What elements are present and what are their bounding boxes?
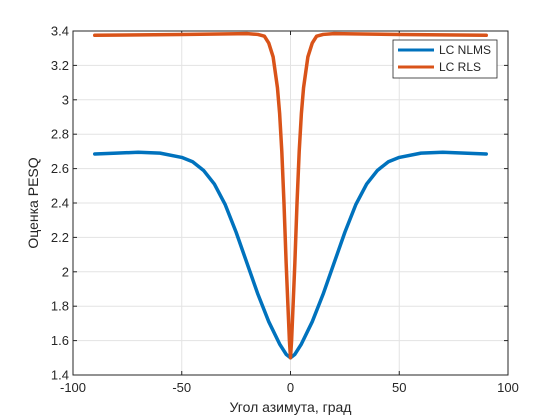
- y-tick-label: 2.8: [51, 127, 69, 142]
- axis-ticks: -100 -50 0 50 100 1.4 1.6 1.8 2 2.2 2.4 2.6 2.8 3 3.2 3…: [51, 24, 519, 396]
- y-tick-label: 2: [62, 264, 69, 279]
- x-tick-label: 0: [287, 380, 294, 395]
- y-tick-label: 1.4: [51, 368, 69, 383]
- grid: [72, 30, 509, 376]
- y-tick-label: 3.2: [51, 58, 69, 73]
- x-axis-label: Угол азимута, град: [230, 399, 352, 415]
- y-tick-label: 2.4: [51, 196, 69, 211]
- y-tick-label: 1.6: [51, 333, 69, 348]
- plot-area-border: [72, 30, 509, 376]
- x-tick-label: 50: [392, 380, 406, 395]
- y-tick-label: 3: [62, 92, 69, 107]
- legend-label-lc-rls: LC RLS: [439, 60, 481, 74]
- y-tick-label: 1.8: [51, 299, 69, 314]
- series-line-lc-rls: [93, 31, 488, 360]
- x-tick-label: -100: [60, 380, 86, 395]
- y-tick-label: 3.4: [51, 24, 69, 39]
- legend: LC NLMS LC RLS: [392, 39, 498, 79]
- legend-box: [392, 39, 498, 79]
- y-tick-label: 2.2: [51, 230, 69, 245]
- y-axis-label: Оценка PESQ: [25, 157, 41, 248]
- legend-label-lc-nlms: LC NLMS: [439, 43, 491, 57]
- y-tick-label: 2.6: [51, 161, 69, 176]
- series-lines: [93, 31, 488, 360]
- x-tick-label: -50: [172, 380, 191, 395]
- x-tick-label: 100: [497, 380, 519, 395]
